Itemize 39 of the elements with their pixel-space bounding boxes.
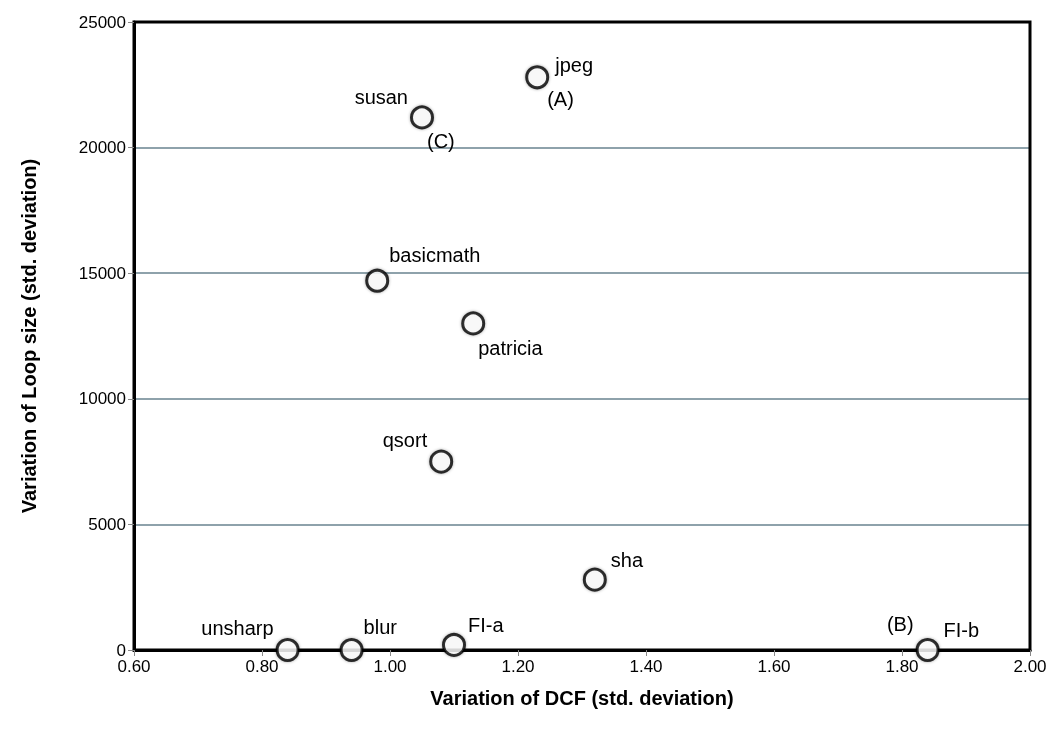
point <box>461 311 486 336</box>
point <box>442 632 466 657</box>
x-tick-label: 2.00 <box>1013 657 1047 676</box>
y-tick-label: 25000 <box>78 12 126 32</box>
x-tick-label: 1.80 <box>885 657 919 676</box>
annotation: (A) <box>547 88 574 111</box>
x-tick-label: 1.00 <box>373 657 407 676</box>
y-tick-label: 0 <box>116 640 126 660</box>
x-tick-label: 1.20 <box>501 657 535 676</box>
y-tick-label: 10000 <box>78 389 126 409</box>
annotation: sha <box>610 548 644 571</box>
point <box>365 268 390 293</box>
point <box>582 567 607 592</box>
point <box>339 638 364 662</box>
annotation: unsharp <box>201 617 274 639</box>
annotation: jpeg <box>554 54 594 77</box>
annotation: susan <box>354 86 408 109</box>
x-tick-label: 0.60 <box>117 657 151 676</box>
x-tick-label: 1.40 <box>629 657 663 676</box>
point <box>915 638 940 662</box>
annotation: basicmath <box>389 243 481 266</box>
annotation: blur <box>363 616 398 638</box>
x-tick-label: 1.60 <box>757 657 791 676</box>
annotation: FI-b <box>943 619 980 641</box>
x-axis-title: Variation of DCF (std. deviation) <box>430 687 734 709</box>
y-tick-label: 5000 <box>88 514 126 534</box>
annotation: patricia <box>478 337 544 360</box>
annotation: qsort <box>382 428 428 451</box>
point <box>429 449 454 474</box>
x-tick-label: 0.80 <box>245 657 279 676</box>
annotation: FI-a <box>468 613 505 636</box>
y-tick-label: 15000 <box>78 263 126 283</box>
point <box>410 105 434 130</box>
y-tick-label: 20000 <box>78 138 126 158</box>
point <box>525 65 550 90</box>
point <box>275 638 300 662</box>
y-axis-title: Variation of Loop size (std. deviation) <box>18 158 40 514</box>
annotation: (B) <box>886 613 914 635</box>
annotation: (C) <box>427 130 455 153</box>
